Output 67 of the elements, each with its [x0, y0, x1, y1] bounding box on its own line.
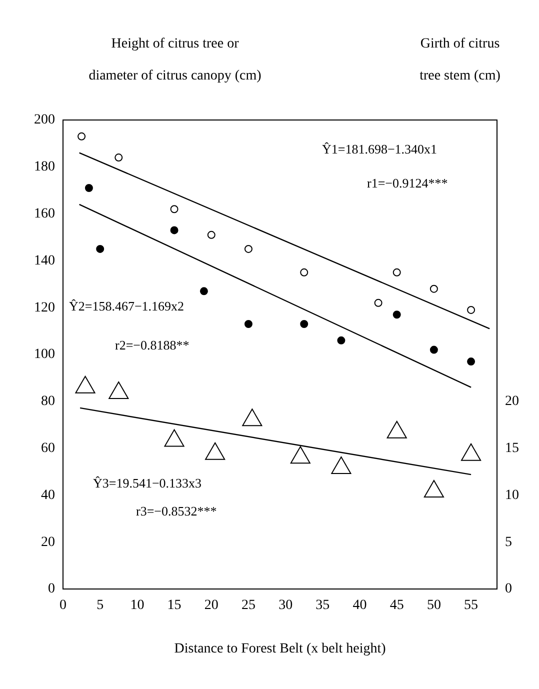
point: [430, 284, 438, 293]
x-tick-label: 10: [130, 598, 144, 614]
annotation: Ŷ1=181.698−1.340x1: [322, 141, 438, 156]
annotation: Ŷ3=19.541−0.133x3: [93, 475, 202, 490]
point: [244, 244, 252, 253]
x-tick-label: 15: [167, 598, 182, 614]
point: [242, 408, 262, 426]
point: [386, 420, 407, 438]
annotation: r1=−0.9124***: [367, 175, 448, 190]
point: [374, 298, 382, 307]
point: [84, 184, 93, 192]
y-tick-label: 120: [34, 300, 55, 316]
point: [331, 456, 352, 474]
point: [200, 287, 208, 296]
y-tick-label: 160: [34, 206, 55, 222]
annotation: r3=−0.8532***: [136, 503, 217, 518]
y-tick-label: 100: [34, 347, 55, 362]
x-tick-label: 40: [352, 598, 367, 614]
point: [290, 446, 310, 464]
y2-tick-label: 5: [505, 534, 512, 550]
point: [430, 346, 438, 354]
y2-tick-label: 10: [505, 488, 519, 503]
x-tick-label: 45: [390, 598, 404, 614]
point: [164, 429, 184, 447]
point: [300, 320, 308, 328]
point: [392, 310, 401, 319]
y-tick-label: 140: [34, 253, 55, 268]
text: Height of citrus tree or diameter of citrus canopy (cm): [88, 36, 262, 84]
point: [96, 244, 104, 253]
point: [300, 268, 308, 276]
y2-tick-label: 15: [505, 440, 519, 456]
y-tick-label: 200: [34, 112, 55, 128]
x-tick-label: 0: [60, 598, 66, 614]
y2-tick-label: 20: [505, 394, 519, 410]
point: [207, 230, 216, 239]
annotation: Ŷ2=158.467−1.169x2: [69, 298, 184, 314]
y-tick-label: 60: [41, 440, 55, 456]
x-axis-title: Distance to Forest Belt (x belt height): [174, 642, 386, 657]
point: [424, 480, 444, 498]
point: [337, 336, 346, 344]
text: Girth of citrus tree stem (cm): [420, 36, 500, 84]
point: [170, 205, 178, 214]
point: [114, 154, 123, 162]
y-tick-label: 20: [41, 534, 55, 550]
x-tick-label: 50: [426, 598, 441, 614]
point: [467, 358, 476, 366]
x-tick-label: 20: [204, 598, 218, 614]
x-tick-label: 55: [464, 598, 478, 614]
point: [205, 442, 226, 460]
x-tick-label: 5: [96, 598, 104, 614]
y-tick-label: 40: [41, 488, 55, 503]
point: [75, 376, 96, 394]
annotation: r2=−0.8188**: [115, 337, 190, 352]
x-tick-label: 35: [316, 598, 330, 614]
point: [78, 132, 86, 140]
y-tick-label: 80: [41, 394, 55, 410]
point: [467, 306, 476, 314]
y-tick-label: 0: [48, 582, 55, 597]
point: [461, 443, 482, 461]
y2-tick-label: 0: [505, 582, 512, 597]
point: [170, 226, 178, 234]
point: [392, 268, 401, 276]
y-tick-label: 180: [34, 160, 55, 175]
x-tick-label: 25: [241, 598, 256, 614]
x-tick-label: 30: [278, 598, 293, 614]
point: [244, 320, 252, 328]
point: [108, 381, 129, 399]
